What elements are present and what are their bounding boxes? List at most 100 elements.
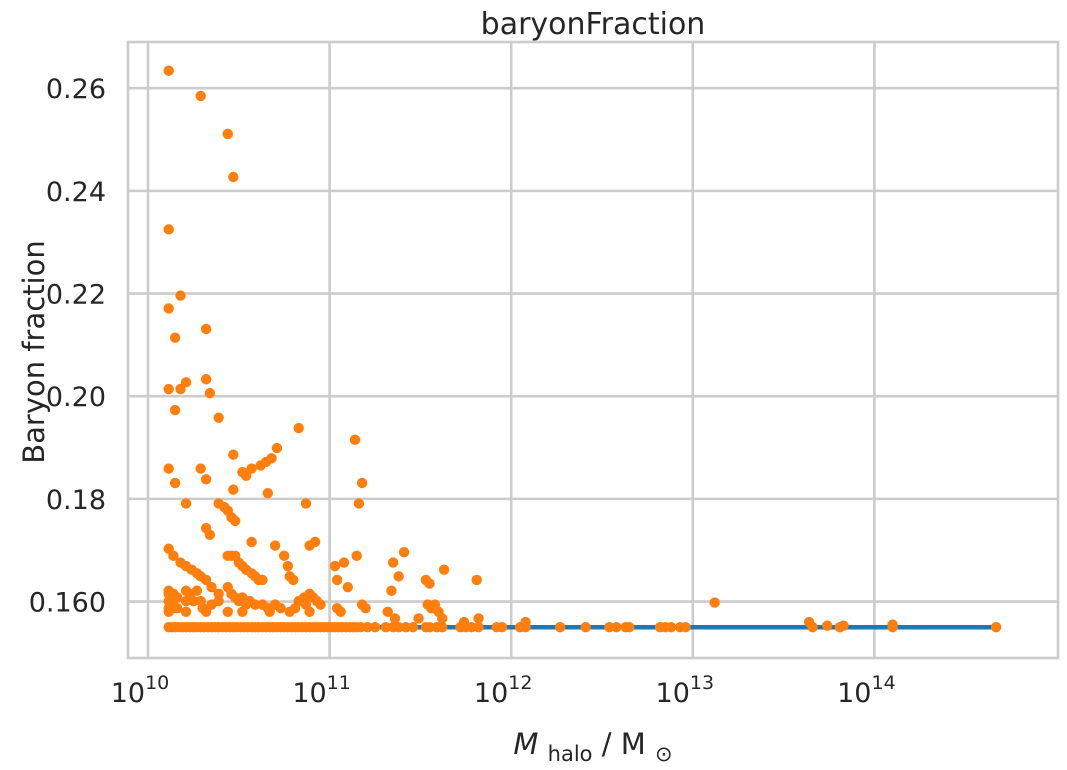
data-point [382, 606, 393, 617]
data-point [282, 560, 294, 572]
data-point [680, 622, 691, 633]
y-tick-label: 0.26 [46, 74, 106, 105]
data-point [342, 581, 354, 593]
data-point [213, 588, 224, 600]
data-point [266, 453, 277, 464]
data-point [200, 323, 212, 335]
x-axis-label-subscript: halo [548, 742, 593, 766]
data-point [355, 622, 366, 633]
data-point [240, 470, 252, 481]
data-point [338, 557, 350, 568]
data-point [424, 622, 435, 633]
data-point [360, 603, 371, 614]
data-point [380, 622, 392, 633]
data-point [264, 606, 275, 617]
data-point [400, 622, 412, 633]
data-point [237, 606, 248, 617]
data-point [246, 463, 257, 474]
data-point [163, 224, 174, 235]
data-point [393, 571, 404, 582]
data-point [362, 622, 373, 633]
data-point [169, 404, 181, 416]
data-point [466, 622, 477, 633]
data-point [246, 536, 257, 548]
data-point [407, 622, 419, 633]
data-point [315, 599, 326, 610]
data-point [304, 606, 315, 617]
data-point [275, 603, 286, 614]
chart-title: baryonFraction [481, 7, 706, 42]
data-point [200, 606, 212, 617]
data-point [887, 622, 898, 633]
data-point [172, 603, 183, 614]
data-point [300, 498, 312, 509]
data-point [398, 547, 410, 558]
data-point [473, 613, 484, 624]
x-tick-label: 1011 [292, 672, 351, 709]
x-axis-label-symbol: M [513, 727, 538, 761]
data-point [175, 290, 186, 301]
data-point [228, 484, 239, 495]
data-point [349, 434, 361, 446]
data-point [520, 622, 531, 633]
data-point [437, 613, 448, 624]
data-point [580, 622, 591, 633]
x-axis-label-sun-symbol: ⊙ [655, 742, 673, 766]
data-point [249, 599, 261, 610]
data-point [169, 477, 181, 489]
data-point [369, 622, 381, 633]
y-tick-label: 0.160 [29, 588, 106, 619]
data-point [611, 622, 622, 633]
plot-background [128, 42, 1058, 658]
data-point [271, 442, 283, 454]
data-point [388, 557, 399, 568]
data-point [269, 540, 281, 551]
data-point [163, 303, 174, 314]
data-point [168, 550, 179, 562]
x-axis-label: M halo / M ⊙ [513, 727, 672, 768]
data-points [163, 65, 1002, 633]
data-point [206, 581, 217, 593]
x-tick-label: 1013 [656, 672, 715, 709]
data-point [554, 622, 566, 633]
data-point [213, 595, 224, 607]
data-point [180, 606, 192, 617]
data-point [222, 128, 233, 140]
x-tick-label: 1012 [474, 672, 533, 709]
x-tick-labels: 1010 1011 1012 1013 1014 [111, 672, 896, 709]
data-point [822, 620, 833, 631]
data-point [169, 332, 181, 343]
y-tick-label: 0.18 [46, 485, 106, 516]
y-tick-label: 0.24 [46, 177, 106, 208]
data-point [204, 387, 216, 399]
data-point [473, 622, 484, 633]
data-point [386, 585, 397, 596]
data-point [228, 171, 239, 183]
data-point [188, 595, 199, 607]
data-point [180, 377, 192, 388]
data-point [331, 574, 343, 586]
y-axis-label: Baryon fraction [17, 240, 51, 464]
data-point [163, 463, 174, 474]
data-point [262, 488, 274, 499]
data-point [329, 560, 341, 572]
data-point [229, 515, 241, 527]
data-point [335, 606, 346, 617]
data-point [990, 622, 1002, 633]
data-point [180, 498, 192, 509]
data-point [393, 622, 404, 633]
data-point [604, 622, 615, 633]
data-point [709, 597, 720, 608]
data-point [163, 65, 174, 76]
data-point [389, 613, 401, 624]
data-point [437, 622, 448, 633]
data-point [288, 574, 299, 586]
data-point [293, 422, 304, 434]
data-point [200, 374, 212, 385]
data-point [471, 574, 482, 586]
plot-frame [126, 40, 1060, 660]
data-point [213, 412, 224, 423]
data-point [278, 550, 290, 562]
data-point [438, 564, 450, 575]
data-point [834, 622, 846, 633]
